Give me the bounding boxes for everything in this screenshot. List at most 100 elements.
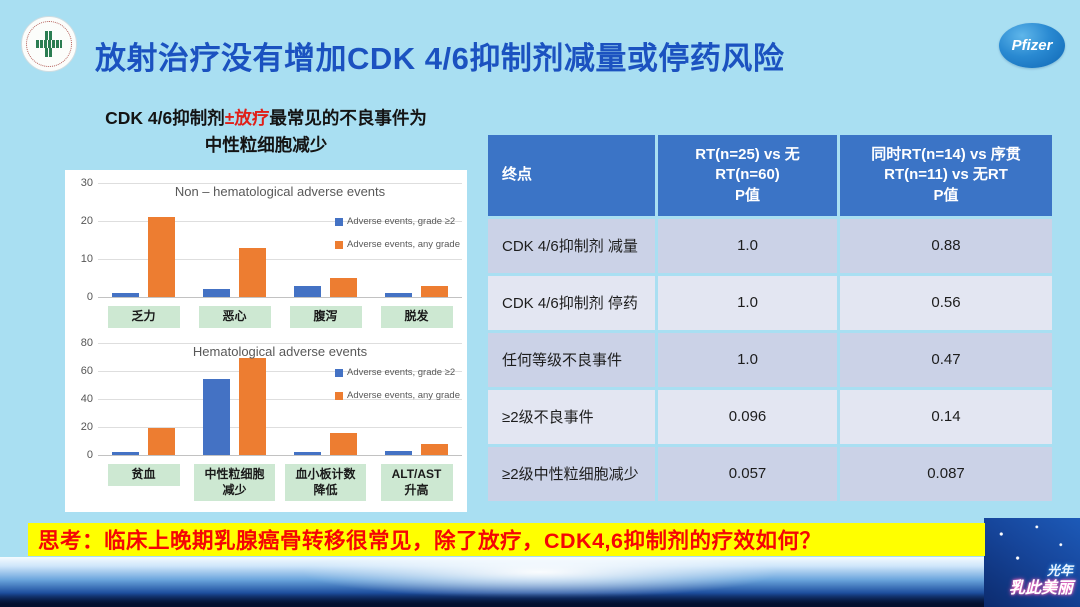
- category-cell: 脱发: [371, 306, 462, 328]
- gridline: [98, 371, 462, 372]
- gridline: [98, 427, 462, 428]
- gridline: [98, 183, 462, 184]
- category-label: 乏力: [107, 306, 180, 328]
- cell-p1: 0.096: [655, 386, 840, 447]
- bar-group: [280, 183, 371, 297]
- subtitle-part2: 最常见的不良事件为: [269, 108, 427, 128]
- page-title: 放射治疗没有增加CDK 4/6抑制剂减量或停药风险: [95, 41, 785, 76]
- bar: [148, 217, 175, 297]
- legend-swatch: [334, 240, 343, 249]
- bar: [203, 289, 230, 297]
- chart-legend: Adverse events, grade ≥2 Adverse events, …: [334, 367, 460, 401]
- category-labels: 乏力 恶心 腹泻 脱发: [98, 306, 462, 328]
- bar: [421, 285, 448, 297]
- category-cell: ALT/AST 升高: [371, 464, 462, 502]
- subtitle-part1: CDK 4/6抑制剂: [105, 108, 225, 128]
- bar-group: [98, 183, 189, 297]
- watermark-line1: 光年: [1046, 562, 1073, 578]
- category-label: 中性粒细胞 减少: [194, 464, 275, 502]
- category-label: 脱发: [380, 306, 453, 328]
- bar: [203, 379, 230, 455]
- header-rt-vs-nort: RT(n=25) vs 无RT(n=60) P值: [655, 132, 840, 219]
- header-endpoint: 终点: [485, 132, 658, 219]
- category-label: 恶心: [198, 306, 271, 328]
- legend-item: Adverse events, grade ≥2: [334, 216, 460, 227]
- plot-area: 0 10 20 30: [81, 177, 462, 303]
- table-row: ≥2级不良事件 0.096 0.14: [485, 386, 1055, 447]
- y-axis-tick: 0: [86, 291, 93, 303]
- question-banner: 思考：临床上晚期乳腺癌骨转移很常见，除了放疗，CDK4,6抑制剂的疗效如何？: [28, 523, 985, 556]
- cell-p1: 1.0: [655, 329, 840, 390]
- hospital-logo-ring: [26, 21, 72, 67]
- category-cell: 中性粒细胞 减少: [189, 464, 280, 502]
- legend-item: Adverse events, any grade: [334, 390, 460, 401]
- gridline: [98, 259, 462, 260]
- y-axis-tick: 60: [80, 365, 93, 377]
- legend-item: Adverse events, any grade: [334, 239, 460, 250]
- bar: [239, 247, 266, 297]
- bar: [294, 452, 321, 455]
- hospital-logo: [21, 16, 77, 72]
- category-label: 血小板计数 降低: [285, 464, 366, 502]
- y-axis-tick: 10: [80, 253, 93, 265]
- category-cell: 血小板计数 降低: [280, 464, 371, 502]
- table-row: ≥2级中性粒细胞减少 0.057 0.087: [485, 443, 1055, 504]
- chart-legend: Adverse events, grade ≥2 Adverse events, …: [334, 216, 460, 250]
- cell-endpoint: CDK 4/6抑制剂 减量: [485, 215, 658, 276]
- cell-p1: 1.0: [655, 272, 840, 333]
- chart-panel: Non – hematological adverse events 0 10 20 3…: [65, 170, 467, 512]
- legend-item: Adverse events, grade ≥2: [334, 367, 460, 378]
- gridline: [98, 221, 462, 222]
- cell-endpoint: ≥2级不良事件: [485, 386, 658, 447]
- starry-corner-art: [984, 518, 1080, 607]
- legend-label: Adverse events, any grade: [346, 390, 460, 401]
- question-text: 思考：临床上晚期乳腺癌骨转移很常见，除了放疗，CDK4,6抑制剂的疗效如何？: [38, 529, 822, 553]
- legend-swatch: [334, 391, 343, 400]
- cell-p1: 1.0: [655, 215, 840, 276]
- cell-p2: 0.087: [837, 443, 1055, 504]
- chart-title: Hematological adverse events: [192, 344, 368, 359]
- bar-group: [98, 343, 189, 455]
- bar: [385, 450, 412, 455]
- y-axis-tick: 0: [86, 449, 93, 461]
- category-label: ALT/AST 升高: [380, 464, 453, 502]
- legend-swatch: [334, 217, 343, 226]
- legend-swatch: [334, 368, 343, 377]
- bar-group: [189, 343, 280, 455]
- cell-p2: 0.14: [837, 386, 1055, 447]
- pvalue-table: 终点 RT(n=25) vs 无RT(n=60) P值 同时RT(n=14) v…: [485, 132, 1055, 504]
- y-axis-tick: 40: [80, 393, 93, 405]
- bar-groups: [98, 183, 462, 297]
- bar: [148, 428, 175, 455]
- table-row: CDK 4/6抑制剂 减量 1.0 0.88: [485, 215, 1055, 276]
- chart-subtitle: CDK 4/6抑制剂±放疗最常见的不良事件为 中性粒细胞减少: [60, 105, 472, 159]
- cell-p2: 0.47: [837, 329, 1055, 390]
- legend-label: Adverse events, any grade: [346, 239, 460, 250]
- chart-hematological: Hematological adverse events 0 20 40 60 80 Adv…: [70, 337, 462, 502]
- bar-group: [189, 183, 280, 297]
- cell-p1: 0.057: [655, 443, 840, 504]
- legend-label: Adverse events, grade ≥2: [346, 367, 456, 378]
- cell-endpoint: 任何等级不良事件: [485, 329, 658, 390]
- subtitle-line2: 中性粒细胞减少: [204, 135, 328, 156]
- gridline: [98, 297, 462, 298]
- table-row: CDK 4/6抑制剂 停药 1.0 0.56: [485, 272, 1055, 333]
- header-concurrent-vs-sequential: 同时RT(n=14) vs 序贯 RT(n=11) vs 无RT P值: [837, 132, 1055, 219]
- subtitle-highlight: ±放疗: [224, 108, 270, 128]
- cell-endpoint: CDK 4/6抑制剂 停药: [485, 272, 658, 333]
- bottom-wave-band: [0, 557, 1080, 607]
- y-axis-tick: 30: [80, 177, 93, 189]
- category-cell: 贫血: [98, 464, 189, 501]
- watermark-line2: 乳此美丽: [1008, 580, 1073, 597]
- cell-p2: 0.88: [837, 215, 1055, 276]
- bar-group: [371, 343, 462, 455]
- cell-endpoint: ≥2级中性粒细胞减少: [485, 443, 658, 504]
- y-axis-tick: 80: [80, 337, 93, 349]
- category-cell: 腹泻: [280, 306, 371, 328]
- bar: [330, 432, 357, 455]
- gridline: [98, 399, 462, 400]
- bar: [112, 293, 139, 297]
- bar: [330, 278, 357, 297]
- bar: [385, 293, 412, 297]
